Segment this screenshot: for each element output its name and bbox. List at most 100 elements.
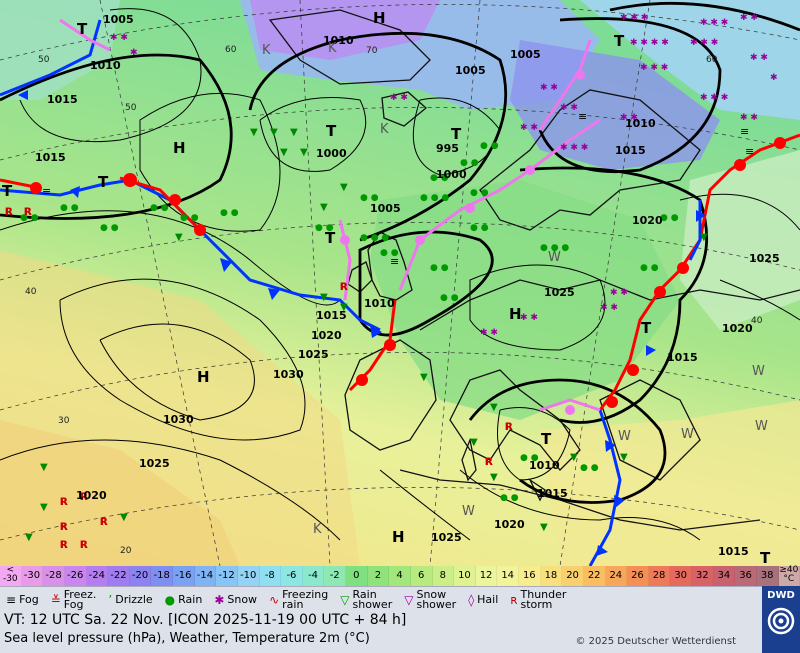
svg-text:✱ ✱ ✱: ✱ ✱ ✱	[640, 63, 668, 73]
legend-label: Snow	[227, 593, 258, 606]
dwd-logo-text: DWD	[767, 590, 795, 601]
weather-legend: ≡ Fog ≚ Freez. Fog ’ Drizzle ● Rain ✱ Snow ∿ Freezi…	[0, 586, 762, 613]
legend-label: Thunder storm	[520, 588, 567, 611]
cold-marker: K	[313, 522, 322, 537]
cold-area-scandinavia	[510, 40, 720, 170]
scale-cell: 6	[410, 566, 433, 586]
pressure-label: 1030	[163, 413, 194, 426]
pressure-label: 1025	[139, 457, 170, 470]
svg-text:● ●: ● ●	[460, 158, 479, 168]
scale-cell: 24	[605, 566, 628, 586]
svg-text:▼: ▼	[700, 232, 708, 243]
svg-text:▼: ▼	[340, 302, 348, 313]
svg-text:● ●: ● ●	[100, 223, 119, 233]
dwd-swirl-icon	[767, 607, 795, 635]
legend-item: ’ Drizzle	[108, 593, 152, 607]
svg-text:ʀ: ʀ	[60, 519, 68, 534]
svg-text:● ●: ● ●	[360, 193, 379, 203]
warm-area-southeast	[540, 400, 800, 566]
cool-area-northwest	[0, 0, 120, 100]
pressure-centres: H H H H H T T T T T T T T T T	[2, 9, 771, 566]
svg-text:▼: ▼	[40, 502, 48, 513]
info-panel: VT: 12 UTC Sa. 22 Nov. [ICON 2025-11-19 …	[0, 612, 762, 653]
legend-item: ʀ Thunder storm	[510, 588, 567, 611]
scale-cell: 38	[756, 566, 779, 586]
svg-text:✱ ✱: ✱ ✱	[480, 328, 498, 338]
svg-text:✱ ✱ ✱: ✱ ✱ ✱	[690, 38, 718, 48]
svg-text:▼: ▼	[570, 452, 578, 463]
legend-label: Hail	[477, 593, 499, 606]
svg-text:▼: ▼	[270, 127, 278, 138]
warm-marker: W	[462, 504, 475, 519]
pressure-label: 1015	[35, 151, 66, 164]
legend-symbol-icon: ’	[108, 593, 113, 607]
lat-label: 40	[751, 316, 763, 326]
pressure-label: 1025	[544, 286, 575, 299]
svg-text:✱ ✱ ✱ ✱: ✱ ✱ ✱ ✱	[630, 38, 669, 48]
pressure-label: 1005	[103, 13, 134, 26]
legend-label: Freezing rain	[282, 588, 329, 611]
occluded-front-italy	[539, 398, 601, 412]
scale-cell: 14	[497, 566, 519, 586]
scale-cell: 36	[735, 566, 757, 586]
legend-label: Drizzle	[115, 593, 153, 606]
scale-cell: 4	[389, 566, 411, 586]
isobars	[0, 8, 800, 541]
svg-text:✱ ✱: ✱ ✱	[110, 33, 128, 43]
scale-cell: -30	[21, 566, 44, 586]
cold-front-northwest	[0, 19, 102, 97]
legend-symbol-icon: ≚	[50, 593, 61, 607]
pressure-label: 1015	[47, 93, 78, 106]
lat-label: 70	[366, 46, 378, 56]
legend-label: Snow shower	[416, 588, 457, 611]
legend-item: ▽ Rain shower	[340, 588, 393, 611]
warm-marker: W	[752, 364, 765, 379]
svg-text:ʀ: ʀ	[60, 494, 68, 509]
scale-cell: 10	[454, 566, 476, 586]
low-marker: T	[614, 32, 625, 50]
low-marker: T	[641, 319, 652, 337]
svg-text:▼: ▼	[540, 522, 548, 533]
svg-text:▼: ▼	[250, 127, 258, 138]
mild-area-europe	[370, 180, 680, 420]
scale-cell: ≥40 °C	[778, 565, 800, 586]
svg-text:▼: ▼	[490, 472, 498, 483]
scale-cell: 28	[648, 566, 671, 586]
scale-cell: 32	[692, 566, 714, 586]
scale-cell: -8	[259, 566, 282, 586]
svg-text:● ●: ● ●	[20, 213, 39, 223]
pressure-label: 1010	[364, 297, 395, 310]
scale-cell: -14	[194, 566, 217, 586]
dwd-logo[interactable]: DWD	[762, 586, 800, 653]
lat-label: 60	[225, 45, 237, 55]
high-marker: H	[173, 139, 186, 157]
pressure-labels: 1005 1010 1015 1005 1005 1010 1015 1010 …	[35, 13, 780, 558]
svg-text:▼: ▼	[420, 372, 428, 383]
svg-text:✱ ✱: ✱ ✱	[600, 303, 618, 313]
lat-label: 60	[706, 55, 718, 65]
valid-time: VT: 12 UTC Sa. 22 Nov. [ICON 2025-11-19 …	[4, 612, 407, 628]
scale-cell: 16	[519, 566, 541, 586]
svg-text:✱ ✱: ✱ ✱	[540, 83, 558, 93]
svg-text:● ●: ● ●	[500, 493, 519, 503]
scale-cell: -18	[151, 566, 173, 586]
svg-text:▼: ▼	[25, 532, 33, 543]
low-marker: T	[325, 229, 336, 247]
scale-cell: 22	[583, 566, 606, 586]
temperature-scale: < -30 -30 -28 -26 -24 -22 -20 -18 -16 -14 -12 -10 -8…	[0, 566, 800, 586]
scale-cell: 26	[627, 566, 649, 586]
weather-map: ▼ ▼ ▼ ▼ ▼ ▼ ▼ ▼ ▼ ▼ ▼ ▼ ▼ ▼ ▼ ▼ ▼ ▼ ▼ ▼ ▼ ▼ ● ● ● ● ● ● ● ●…	[0, 0, 800, 566]
pressure-label: 1005	[510, 48, 541, 61]
low-marker: T	[760, 549, 771, 566]
scale-cell: 12	[475, 566, 498, 586]
svg-text:≡: ≡	[578, 110, 587, 123]
low-marker: T	[98, 173, 109, 191]
warm-marker: W	[618, 429, 631, 444]
legend-label: Rain shower	[352, 588, 393, 611]
svg-text:ʀ: ʀ	[80, 537, 88, 552]
high-marker: H	[392, 528, 405, 546]
pressure-label: 1000	[316, 147, 347, 160]
svg-text:▼: ▼	[290, 127, 298, 138]
legend-symbol-icon: ▽	[340, 593, 350, 607]
svg-text:▼: ▼	[490, 402, 498, 413]
